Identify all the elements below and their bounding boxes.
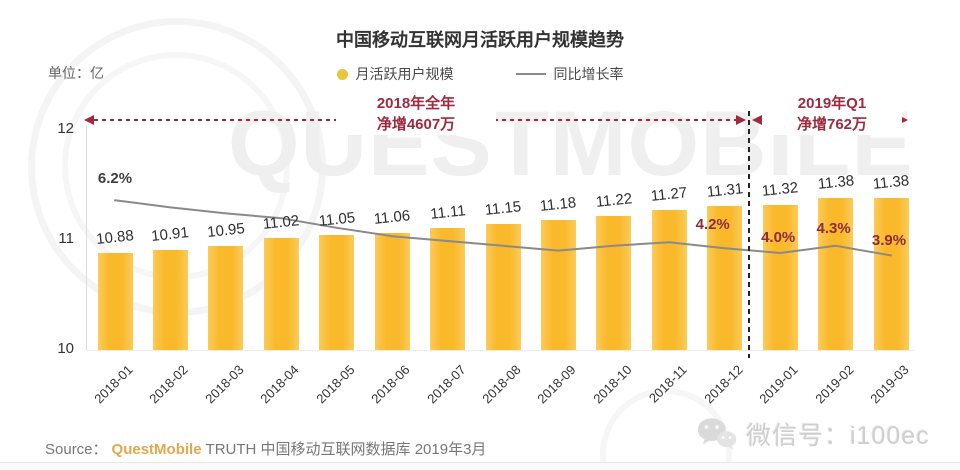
annotation-2018-line2: 净增4607万	[376, 116, 456, 133]
wechat-icon	[697, 418, 737, 450]
source-line: Source： QuestMobile TRUTH 中国移动互联网数据库 2019年…	[45, 438, 486, 459]
bar	[485, 223, 521, 350]
x-axis-line	[86, 350, 914, 351]
growth-rate-label: 3.9%	[871, 232, 907, 249]
x-axis-label: 2018-04	[257, 362, 302, 407]
x-axis-label: 2018-05	[312, 362, 358, 407]
bar	[152, 249, 188, 350]
bar	[263, 237, 299, 350]
x-axis-label: 2018-01	[91, 362, 136, 407]
bar	[762, 204, 798, 350]
x-axis-label: 2018-11	[646, 362, 690, 406]
arrow-left-icon	[84, 115, 94, 125]
bar	[651, 210, 687, 350]
legend-item-bars: 月活跃用户规模	[336, 64, 454, 84]
y-axis-tick-label: 10	[57, 340, 74, 357]
line-series-swatch-icon	[515, 73, 546, 75]
source-rest: TRUTH 中国移动互联网数据库 2019年3月	[205, 441, 487, 458]
bar	[97, 253, 133, 350]
legend-item-line: 同比增长率	[515, 64, 624, 84]
growth-rate-label: 4.2%	[695, 216, 730, 233]
growth-rate-label: 4.3%	[816, 220, 851, 237]
x-axis-label: 2018-03	[202, 362, 247, 407]
x-axis-label: 2019-01	[756, 362, 801, 407]
x-axis-label: 2018-08	[479, 362, 524, 407]
wechat-badge: 微信号：i100ec	[696, 416, 930, 452]
x-axis-label: 2018-10	[590, 362, 635, 407]
y-axis-line	[86, 126, 87, 351]
bar	[430, 227, 466, 350]
annotation-2018: 2018年全年 净增4607万	[336, 93, 496, 135]
growth-rate-label: 6.2%	[97, 170, 133, 187]
x-axis-label: 2018-06	[368, 362, 413, 407]
annotation-2018-line1: 2018年全年	[376, 95, 456, 112]
x-axis-label: 2019-03	[867, 362, 912, 407]
bar	[319, 234, 355, 350]
legend-label-bars: 月活跃用户规模	[355, 66, 454, 82]
arrow-left-icon	[752, 115, 762, 125]
legend: 月活跃用户规模 同比增长率	[0, 64, 960, 84]
arrow-right-icon	[898, 115, 908, 125]
unit-label: 单位：亿	[48, 65, 104, 81]
bar	[208, 245, 244, 350]
divider	[0, 462, 960, 463]
source-prefix: Source：	[45, 441, 108, 458]
y-axis-tick-label: 12	[57, 120, 74, 137]
x-axis-label: 2018-09	[534, 362, 579, 407]
x-axis-label: 2018-02	[146, 362, 191, 407]
y-axis-tick-label: 11	[58, 230, 74, 247]
growth-rate-label: 4.0%	[761, 229, 796, 246]
legend-label-line: 同比增长率	[553, 66, 624, 82]
bar-series-swatch-icon	[336, 68, 348, 80]
x-axis-label: 2018-07	[423, 362, 469, 407]
bar	[596, 215, 632, 350]
arrow-right-icon	[736, 115, 746, 125]
bar	[873, 198, 909, 350]
annotation-2019-line1: 2019年Q1	[797, 95, 867, 112]
divider-band	[0, 463, 960, 470]
x-axis-label: 2018-12	[700, 362, 746, 407]
annotation-2019-line2: 净增762万	[796, 116, 868, 133]
annotation-2019: 2019年Q1 净增762万	[762, 93, 902, 135]
x-axis-label: 2019-02	[811, 362, 857, 407]
wechat-id-text: 微信号：i100ec	[746, 422, 930, 450]
bar	[374, 233, 410, 350]
year-separator-dashed-line	[748, 111, 750, 358]
bar-value-label: 11.38	[871, 172, 911, 194]
page-title: 中国移动互联网月活跃用户规模趋势	[336, 30, 624, 50]
source-brand: QuestMobile	[111, 441, 202, 458]
bar	[540, 220, 576, 350]
